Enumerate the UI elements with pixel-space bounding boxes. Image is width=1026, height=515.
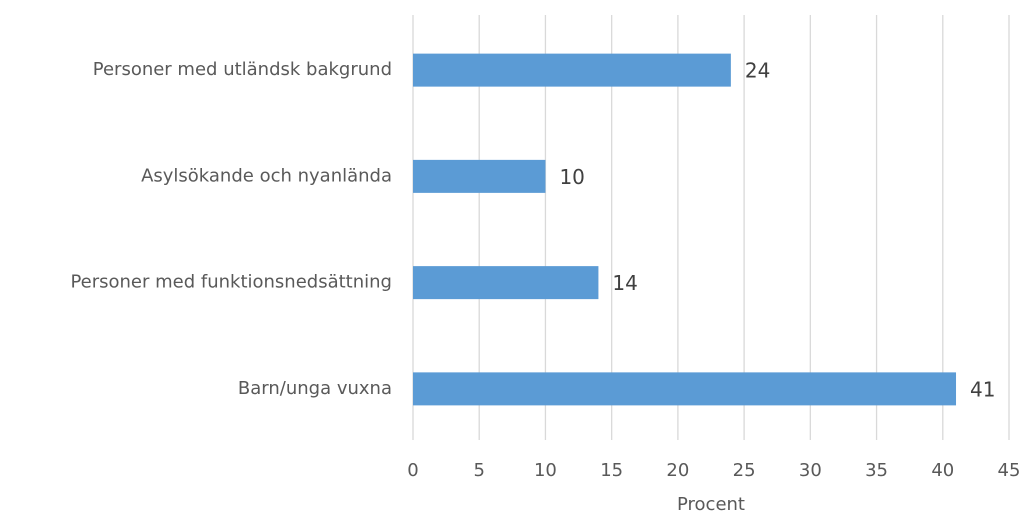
x-axis-label: Procent [677, 494, 745, 515]
bar [413, 266, 599, 300]
y-tick-label: Asylsökande och nyanlända [141, 165, 392, 186]
bar [413, 372, 957, 406]
x-tick-label: 45 [998, 460, 1021, 481]
y-tick-label: Personer med funktionsnedsättning [70, 272, 392, 293]
x-tick-label: 30 [799, 460, 822, 481]
bar [413, 159, 546, 193]
x-tick-label: 0 [407, 460, 418, 481]
y-tick-label: Barn/unga vuxna [238, 378, 392, 399]
x-tick-label: 15 [600, 460, 623, 481]
value-label: 24 [745, 59, 770, 83]
x-tick-label: 25 [733, 460, 756, 481]
value-label: 41 [970, 377, 995, 401]
bar [413, 53, 731, 87]
value-label: 10 [559, 165, 584, 189]
value-label: 14 [612, 271, 637, 295]
x-tick-label: 35 [865, 460, 888, 481]
y-tick-label: Personer med utländsk bakgrund [93, 59, 392, 80]
x-tick-label: 40 [931, 460, 954, 481]
x-tick-label: 5 [473, 460, 484, 481]
x-tick-label: 20 [666, 460, 689, 481]
x-tick-label: 10 [534, 460, 557, 481]
